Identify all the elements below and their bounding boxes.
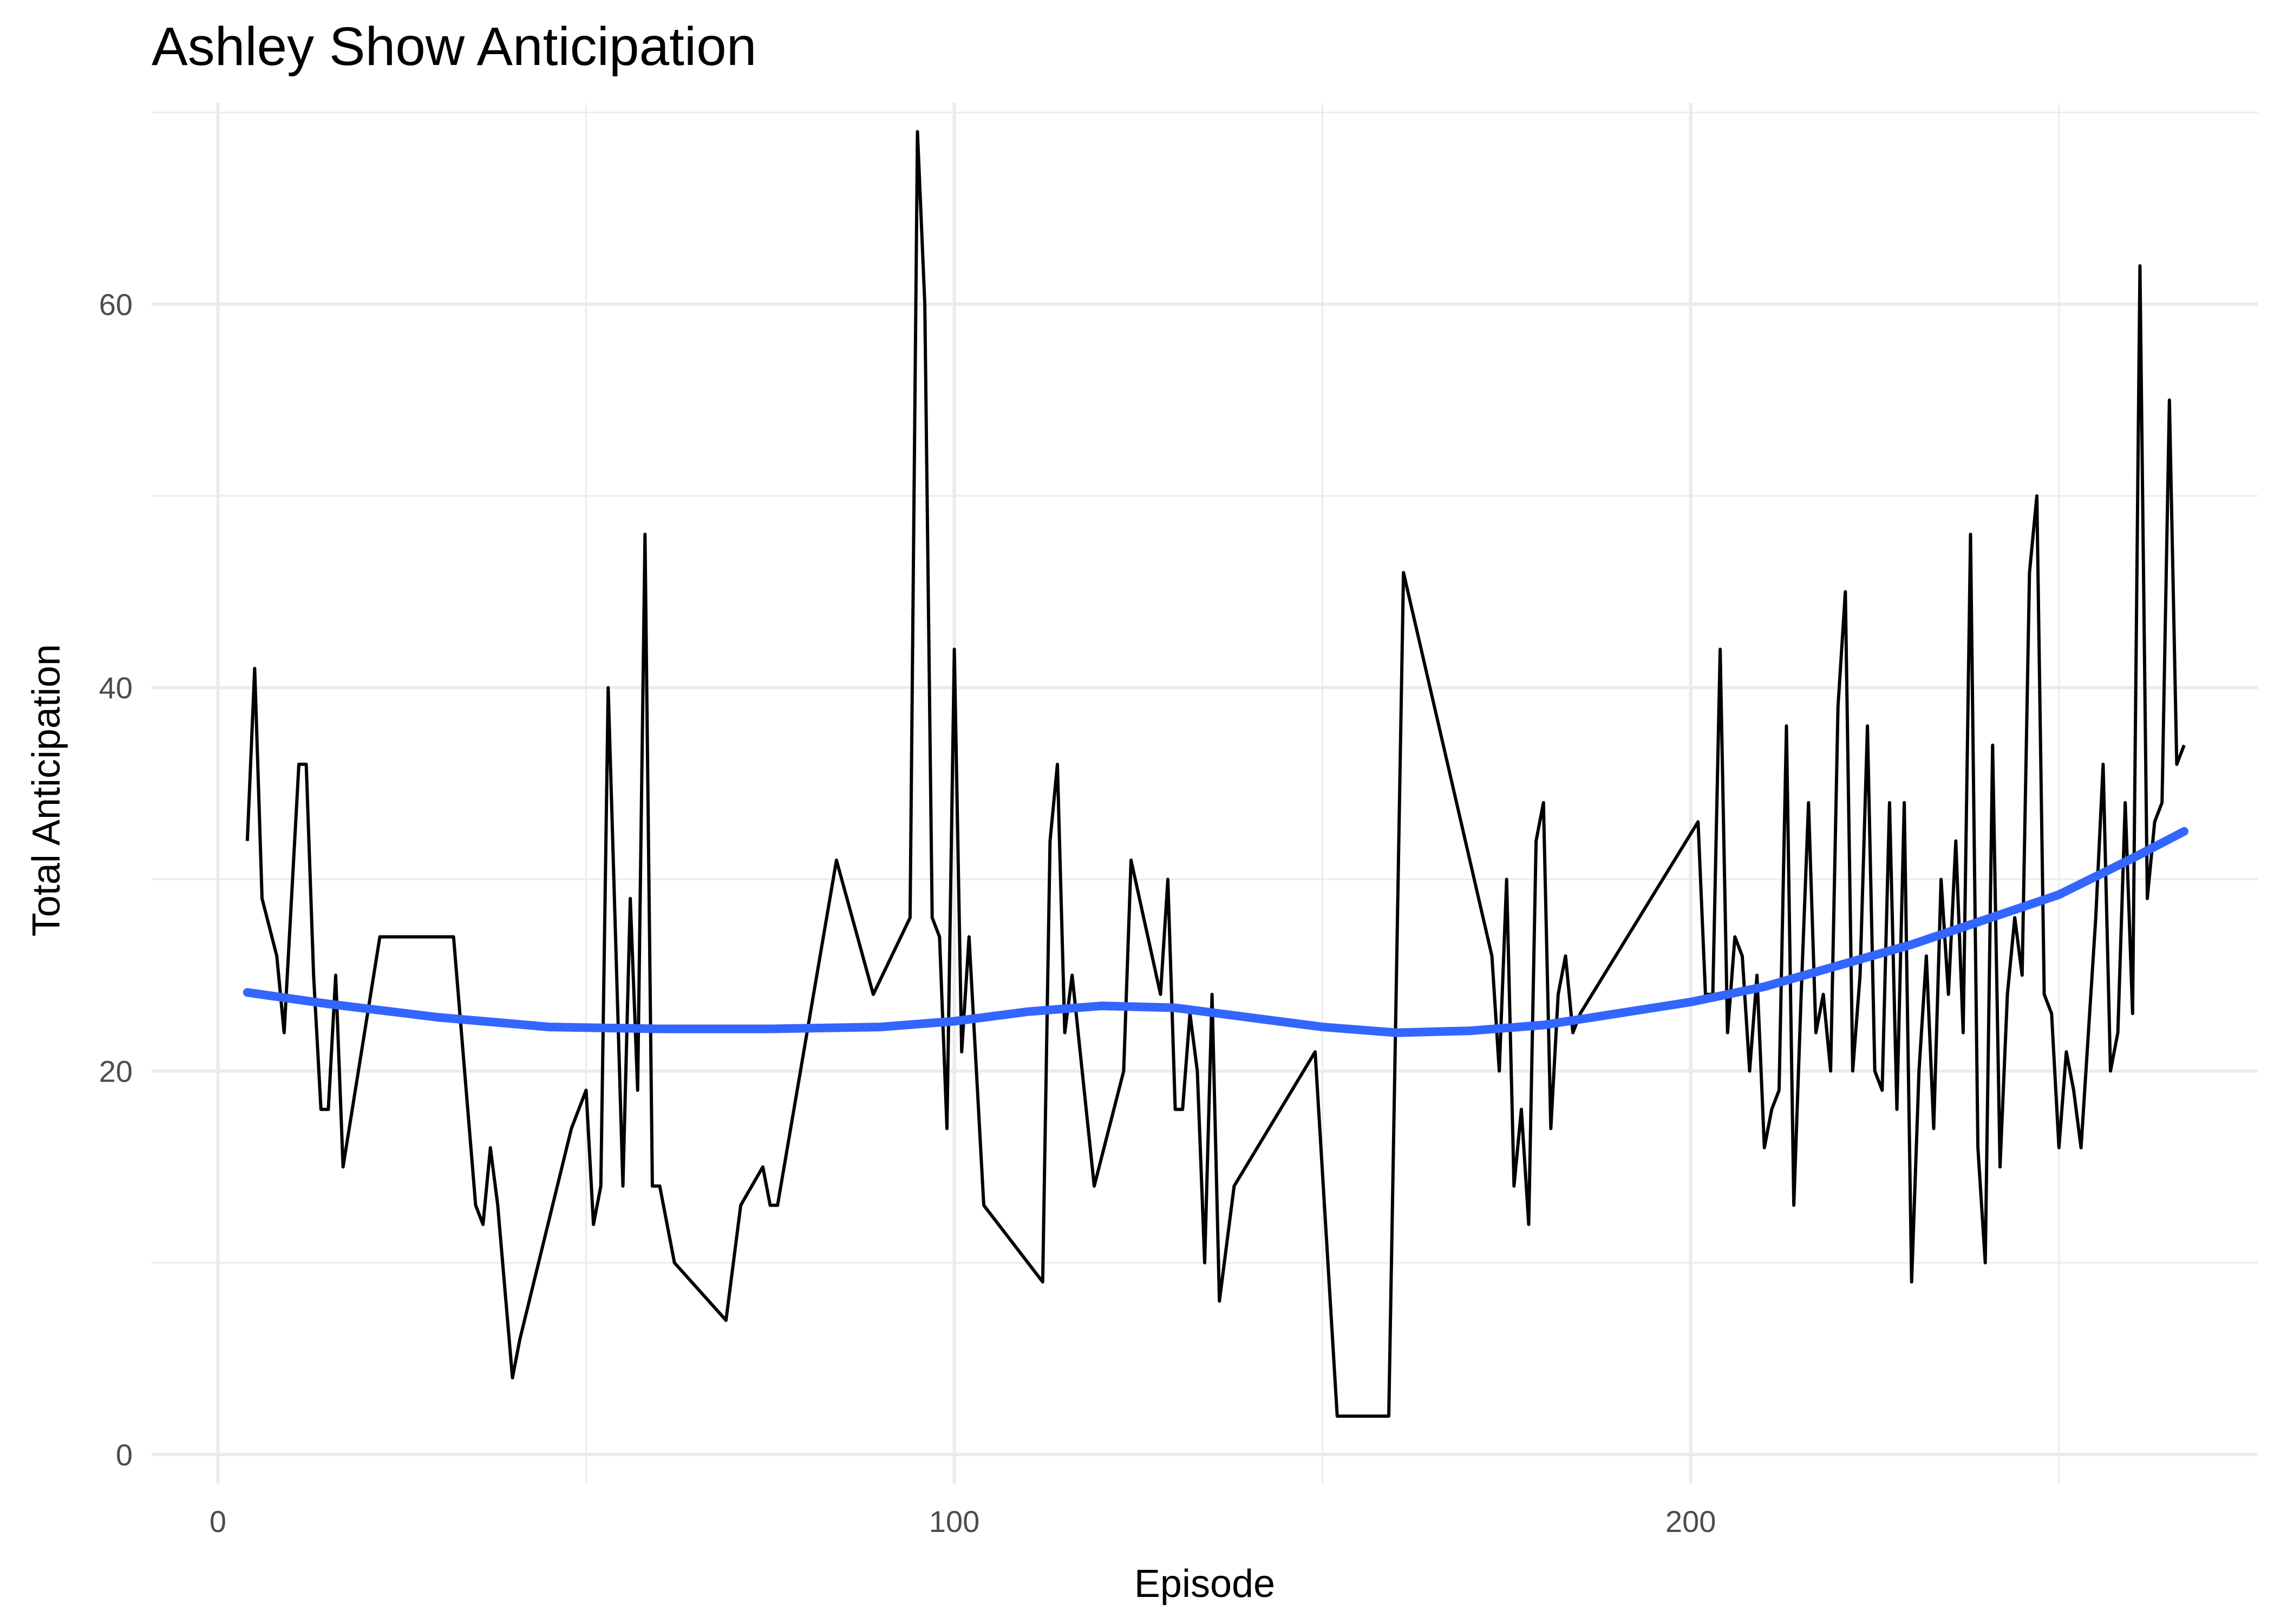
anticipation-series-line xyxy=(245,130,2186,1418)
grid-layer xyxy=(152,103,2258,1483)
y-axis-title: Total Anticipation xyxy=(25,644,68,937)
y-tick-label: 20 xyxy=(99,1055,133,1089)
y-tick-label: 60 xyxy=(99,287,133,322)
x-axis-title: Episode xyxy=(1134,1562,1275,1606)
y-tick-label: 40 xyxy=(99,671,133,705)
smooth-layer xyxy=(243,827,2188,1037)
x-tick-label: 100 xyxy=(929,1504,979,1538)
tick-layer: 0 20 40 60 0 100 200 xyxy=(99,287,1716,1538)
x-tick-label: 0 xyxy=(210,1504,226,1538)
x-tick-label: 200 xyxy=(1665,1504,1716,1538)
y-tick-label: 0 xyxy=(116,1438,133,1472)
series-layer xyxy=(245,130,2186,1418)
smoothed-trend-line xyxy=(243,827,2188,1037)
chart-title: Ashley Show Anticipation xyxy=(152,16,756,77)
